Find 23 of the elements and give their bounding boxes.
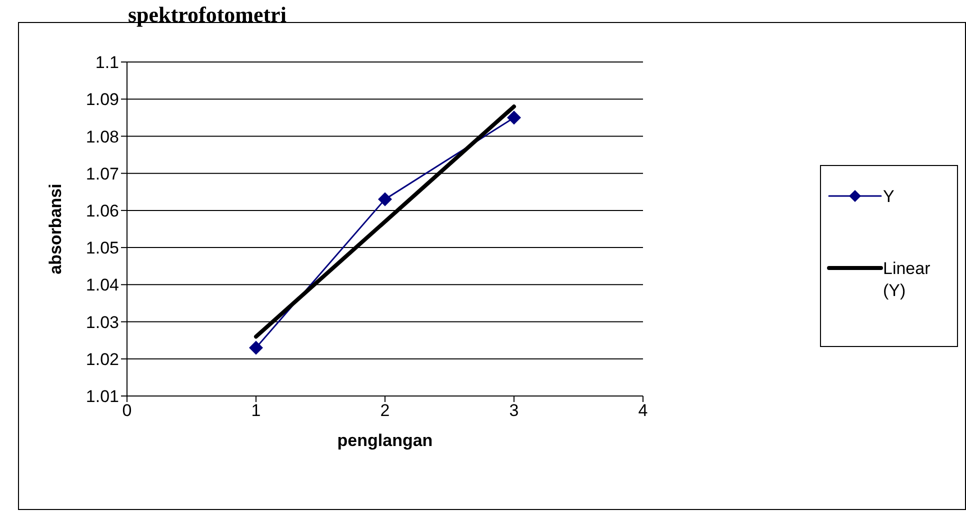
y-tick-label: 1.01 — [86, 387, 119, 406]
y-tick-label: 1.05 — [86, 238, 119, 258]
x-tick-label: 3 — [509, 401, 519, 420]
point — [249, 340, 263, 355]
y-tick-label: 1.04 — [86, 276, 119, 295]
chart-title: spektrofotometri — [128, 2, 286, 28]
x-tick-label: 0 — [122, 401, 132, 420]
y-tick-label: 1.07 — [86, 164, 119, 184]
y-tick-label: 1.03 — [86, 312, 119, 332]
y-tick-label: 1.1 — [95, 53, 119, 72]
point — [507, 110, 521, 125]
y-axis-title: absorbansi — [46, 184, 66, 274]
x-tick-label: 4 — [638, 401, 648, 420]
y-tick-label: 1.08 — [86, 127, 119, 146]
y-tick-label: 1.06 — [86, 201, 119, 220]
x-tick-label: 2 — [380, 401, 390, 420]
point — [378, 192, 392, 206]
legend-label: Y — [883, 186, 896, 208]
legend-label: Linear (Y) — [883, 258, 932, 302]
x-tick-label: 1 — [251, 401, 261, 420]
x-axis-title: penglangan — [337, 431, 433, 450]
y-tick-label: 1.02 — [86, 350, 119, 369]
y-tick-label: 1.09 — [86, 90, 119, 110]
